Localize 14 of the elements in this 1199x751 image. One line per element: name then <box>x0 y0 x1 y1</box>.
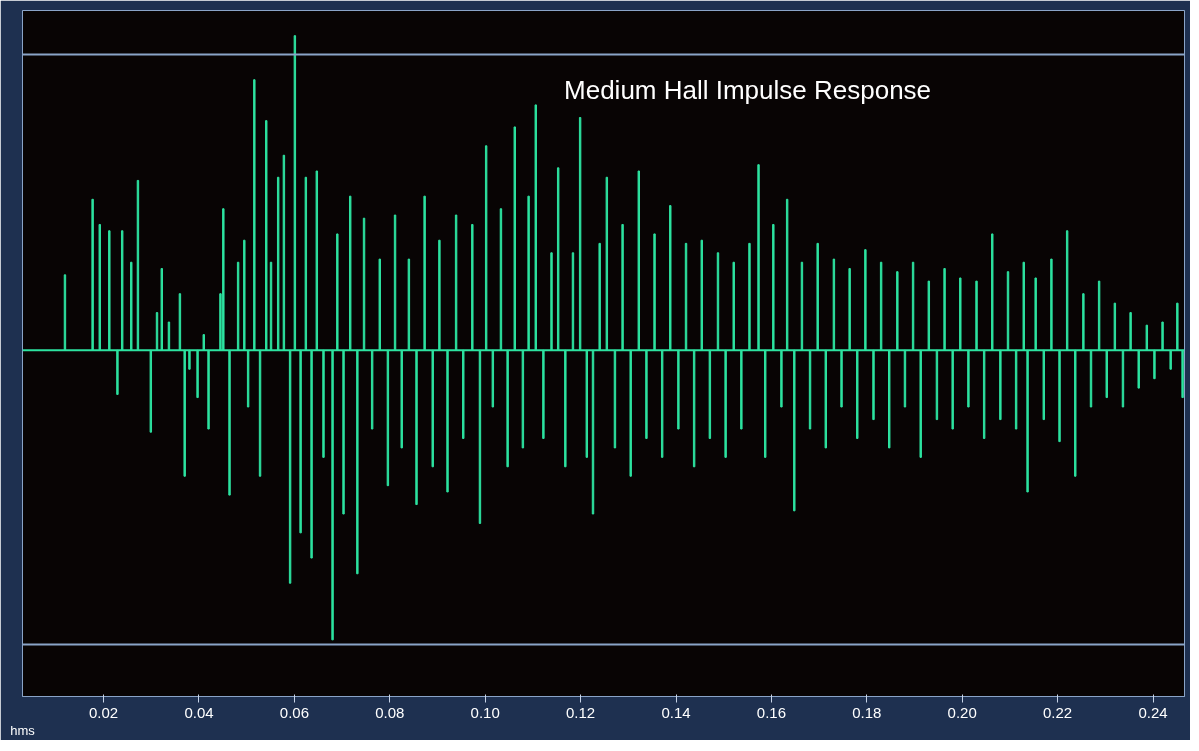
text: Medium Hall Impulse Response <box>564 74 932 105</box>
x-tick-label: 0.14 <box>661 703 691 721</box>
x-tick-label: 0.20 <box>947 703 977 721</box>
x-tick-label: 0.18 <box>852 703 882 721</box>
x-tick-label: 0.24 <box>1138 703 1168 721</box>
x-tick-label: 0.06 <box>279 703 309 721</box>
x-tick-label: 0.12 <box>566 703 596 721</box>
x-tick-label: 0.02 <box>88 703 119 721</box>
x-tick-label: 0.10 <box>470 703 500 721</box>
x-axis-title: hms <box>10 722 36 738</box>
x-tick-label: 0.04 <box>184 703 214 721</box>
x-tick-label: 0.22 <box>1043 703 1073 721</box>
x-tick-label: 0.08 <box>375 703 405 721</box>
x-tick-label: 0.16 <box>756 703 787 721</box>
